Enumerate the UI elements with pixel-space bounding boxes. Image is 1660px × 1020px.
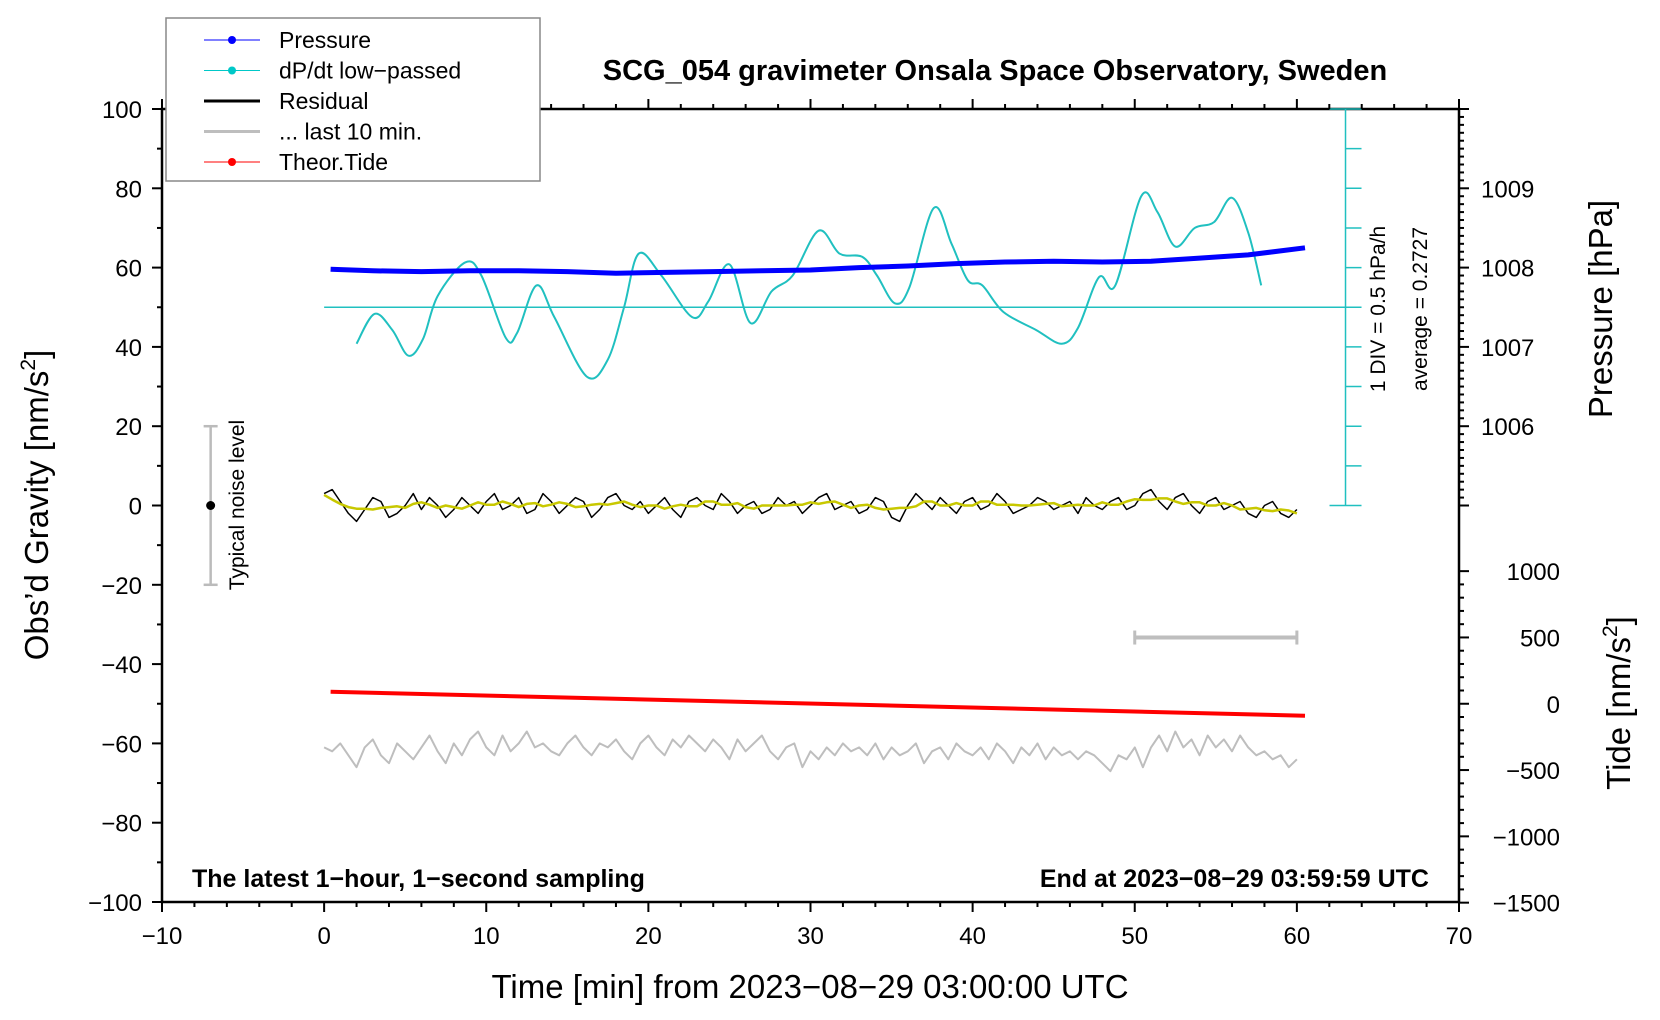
y-tick-label: −100 bbox=[88, 890, 142, 917]
y-tick-label: −40 bbox=[101, 652, 142, 679]
chart-title: SCG_054 gravimeter Onsala Space Observat… bbox=[603, 55, 1387, 87]
y-tick-label: 80 bbox=[115, 176, 142, 203]
residual-smoothed-line bbox=[323, 493, 1298, 515]
y-tick-label: −60 bbox=[101, 731, 142, 758]
legend-label-2: Residual bbox=[279, 88, 369, 114]
dpdt-div-label: 1 DIV = 0.5 hPa/h bbox=[1367, 226, 1390, 392]
y-tick-label: −80 bbox=[101, 811, 142, 838]
tide-axis-label-main: Tide [nm/s bbox=[1600, 637, 1637, 790]
x-tick-label: 50 bbox=[1121, 923, 1148, 950]
tide-axis-label-end: ] bbox=[1600, 616, 1637, 625]
legend-marker-1 bbox=[228, 66, 236, 75]
legend-label-3: ... last 10 min. bbox=[279, 119, 422, 145]
y-axis-label: Obs’d Gravity [nm/s2] bbox=[17, 350, 55, 661]
y-axis-label-sup: 2 bbox=[17, 359, 40, 371]
noise-level-dot bbox=[206, 501, 216, 510]
tide-tick-label: −500 bbox=[1506, 758, 1560, 785]
y-tick-label: 20 bbox=[115, 414, 142, 441]
tide-tick-label: −1000 bbox=[1493, 824, 1560, 851]
tide-tick-label: 1000 bbox=[1507, 559, 1560, 586]
legend-marker-0 bbox=[228, 36, 236, 44]
axes-layer: −10 0 10 20 30 40 50 60 70100806040200−20−40−60−… bbox=[88, 97, 1560, 950]
dpdt-average-label: average = 0.2727 bbox=[1409, 227, 1432, 391]
pressure-tick-label: 1009 bbox=[1481, 176, 1534, 203]
legend-label-4: Theor.Tide bbox=[279, 149, 388, 175]
legend-marker-4 bbox=[228, 158, 236, 166]
series-layer bbox=[203, 108, 1362, 773]
y-tick-label: −20 bbox=[101, 573, 142, 600]
y-tick-label: 0 bbox=[129, 494, 142, 521]
x-tick-label: 70 bbox=[1446, 923, 1473, 950]
legend-label-0: Pressure bbox=[279, 27, 371, 53]
pressure-tick-label: 1006 bbox=[1481, 414, 1534, 441]
dpdt-line bbox=[355, 191, 1263, 380]
x-tick-label: 30 bbox=[797, 923, 824, 950]
pressure-tick-label: 1008 bbox=[1481, 256, 1534, 283]
residual-line bbox=[323, 488, 1298, 523]
theor-tide-line bbox=[330, 689, 1306, 718]
tide-tick-label: 0 bbox=[1547, 692, 1560, 719]
last-10-min-line bbox=[323, 730, 1298, 773]
tide-axis-label: Tide [nm/s2] bbox=[1599, 616, 1637, 790]
y-axis-label-end: ] bbox=[18, 350, 55, 359]
noise-level-label: Typical noise level bbox=[226, 420, 249, 590]
y-tick-label: 60 bbox=[115, 256, 142, 283]
x-tick-label: 20 bbox=[635, 923, 662, 950]
x-tick-label: 60 bbox=[1284, 923, 1311, 950]
legend-label-1: dP/dt low−passed bbox=[279, 58, 461, 84]
annotation-sampling: The latest 1−hour, 1−second sampling bbox=[192, 865, 645, 893]
legend: Pressure dP/dt low−passed Residual ... last… bbox=[165, 17, 541, 182]
y-tick-label: 40 bbox=[115, 335, 142, 362]
x-axis-label: Time [min] from 2023−08−29 03:00:00 UTC bbox=[491, 968, 1128, 1005]
tide-tick-label: 500 bbox=[1520, 625, 1560, 652]
x-tick-label: −10 bbox=[142, 923, 183, 950]
y-axis-label-main: Obs’d Gravity [nm/s bbox=[18, 371, 55, 661]
x-tick-label: 10 bbox=[473, 923, 500, 950]
pressure-axis-label: Pressure [hPa] bbox=[1582, 200, 1619, 418]
pressure-line bbox=[330, 245, 1306, 276]
annotation-end-time: End at 2023−08−29 03:59:59 UTC bbox=[1040, 865, 1429, 893]
tide-axis-label-sup: 2 bbox=[1599, 625, 1622, 637]
y-tick-label: 100 bbox=[102, 97, 142, 124]
tide-tick-label: −1500 bbox=[1493, 891, 1560, 918]
x-tick-label: 0 bbox=[317, 923, 330, 950]
x-tick-label: 40 bbox=[959, 923, 986, 950]
pressure-tick-label: 1007 bbox=[1481, 335, 1534, 362]
